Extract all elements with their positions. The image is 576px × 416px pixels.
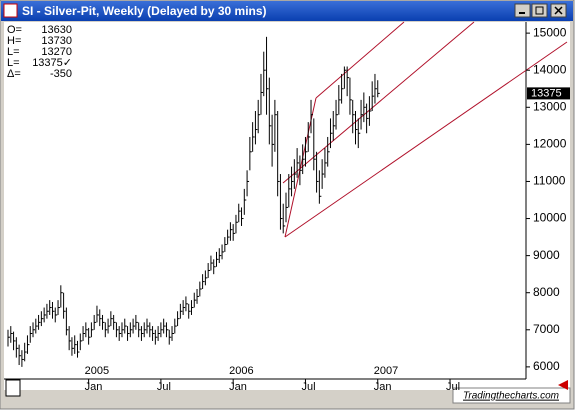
close-icon [554,6,563,15]
pitchfork-median [282,21,475,184]
pitchfork-upper [315,21,405,99]
year-label: 2007 [374,365,398,377]
watermark: Tradingthecharts.com [463,391,559,402]
info-label: H= [7,35,21,47]
minimize-button[interactable] [514,3,531,18]
y-tick-label: 10000 [533,211,567,225]
y-tick-label: 8000 [533,285,560,299]
info-label: O= [7,24,22,36]
y-tick-label: 15000 [533,25,567,39]
watermark-box [452,387,571,404]
year-label: 2005 [85,365,109,377]
y-tick-label: 13000 [533,99,567,113]
x-tick-label: Jul [157,381,171,393]
maximize-icon [535,6,544,15]
year-label: 2006 [229,365,253,377]
price-tag [527,87,570,100]
price-tag-label: 13375 [531,87,562,99]
x-tick-label: Jul [446,381,460,393]
arrow-icon [558,380,568,390]
info-label: L= [7,46,20,58]
x-tick-label: Jan [229,381,247,393]
x-tick-label: Jul [301,381,315,393]
info-value: 13375✓ [32,57,72,69]
y-tick-label: 11000 [533,174,566,188]
info-value: 13630 [41,24,72,36]
y-tick-label: 12000 [533,137,567,151]
x-tick-label: Jan [374,381,392,393]
pitchfork [282,21,568,238]
info-label: Δ= [7,68,21,80]
y-tick-label: 6000 [533,359,560,373]
info-label: L= [7,57,20,69]
chart-area [4,22,570,390]
x-tick-label: Jan [85,381,103,393]
maximize-button[interactable] [531,3,548,18]
app-icon [3,3,18,18]
y-tick-label: 9000 [533,248,560,262]
y-tick-label: 14000 [533,62,567,76]
y-tick-label: 7000 [533,322,560,336]
window-title: SI - Silver-Pit, Weekly (Delayed by 30 m… [22,4,267,18]
info-value: 13270 [41,46,72,58]
scroll-box[interactable] [5,379,21,397]
pitchfork-lower [284,41,568,238]
info-value: -350 [50,68,72,80]
title-bar [1,1,573,21]
info-value: 13730 [41,35,72,47]
